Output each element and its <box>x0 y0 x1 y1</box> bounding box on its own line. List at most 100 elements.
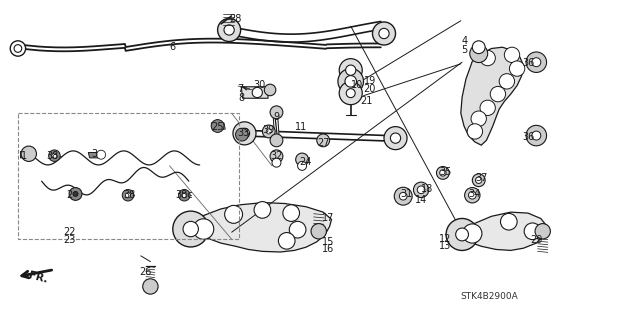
Text: 10: 10 <box>351 79 364 90</box>
Circle shape <box>532 131 541 140</box>
Circle shape <box>535 224 550 239</box>
Circle shape <box>446 219 478 250</box>
Text: 18: 18 <box>421 184 434 194</box>
Circle shape <box>218 19 241 41</box>
Text: 35: 35 <box>439 167 452 177</box>
Text: 36: 36 <box>522 131 534 142</box>
Circle shape <box>239 128 250 138</box>
Text: 38c: 38c <box>175 190 193 200</box>
Circle shape <box>532 58 541 67</box>
Text: 20: 20 <box>364 84 376 94</box>
Circle shape <box>379 28 389 39</box>
Circle shape <box>399 192 407 200</box>
Polygon shape <box>20 149 33 158</box>
Text: 14: 14 <box>415 195 428 205</box>
Circle shape <box>339 82 362 105</box>
Circle shape <box>183 221 198 237</box>
Text: 26: 26 <box>140 267 152 277</box>
Circle shape <box>73 191 78 197</box>
Circle shape <box>472 174 485 187</box>
Text: 31: 31 <box>400 189 413 199</box>
Polygon shape <box>189 203 332 252</box>
Circle shape <box>193 219 214 239</box>
Circle shape <box>509 61 525 76</box>
Circle shape <box>69 188 82 200</box>
Circle shape <box>339 59 362 82</box>
Text: 4: 4 <box>461 36 468 46</box>
Circle shape <box>480 100 495 115</box>
Circle shape <box>346 65 356 75</box>
Circle shape <box>270 150 283 163</box>
Circle shape <box>182 193 187 198</box>
Circle shape <box>526 52 547 72</box>
Text: 13: 13 <box>439 241 452 251</box>
Circle shape <box>143 279 158 294</box>
Circle shape <box>97 150 106 159</box>
Polygon shape <box>461 47 524 145</box>
Circle shape <box>440 170 446 176</box>
Polygon shape <box>454 212 547 250</box>
Circle shape <box>346 89 355 98</box>
Circle shape <box>480 50 495 66</box>
Circle shape <box>311 224 326 239</box>
Text: 38: 38 <box>123 190 136 200</box>
Text: 39: 39 <box>262 125 275 135</box>
Circle shape <box>211 120 224 132</box>
Text: 17: 17 <box>321 212 334 223</box>
Circle shape <box>262 125 275 138</box>
Circle shape <box>224 25 234 35</box>
Text: 11: 11 <box>294 122 307 132</box>
Text: 37: 37 <box>475 173 488 183</box>
Circle shape <box>465 188 480 203</box>
Text: 12: 12 <box>439 234 452 244</box>
Circle shape <box>270 134 283 147</box>
Circle shape <box>289 221 306 238</box>
Circle shape <box>417 186 425 194</box>
Text: 27: 27 <box>317 138 330 148</box>
Text: 7: 7 <box>237 84 243 94</box>
Circle shape <box>52 153 57 158</box>
Circle shape <box>296 153 308 166</box>
Circle shape <box>125 193 131 198</box>
Text: 25: 25 <box>211 122 224 132</box>
Circle shape <box>317 134 330 147</box>
Circle shape <box>254 202 271 218</box>
Circle shape <box>266 129 271 134</box>
Circle shape <box>345 76 356 87</box>
Circle shape <box>49 150 60 161</box>
Circle shape <box>468 191 476 199</box>
Circle shape <box>283 205 300 221</box>
Text: 28: 28 <box>229 13 242 24</box>
Polygon shape <box>241 87 268 98</box>
Circle shape <box>236 128 248 141</box>
Circle shape <box>10 41 26 56</box>
Circle shape <box>272 158 281 167</box>
Circle shape <box>456 228 468 241</box>
Circle shape <box>524 223 541 240</box>
Circle shape <box>173 211 209 247</box>
Polygon shape <box>211 123 225 130</box>
Circle shape <box>14 45 22 52</box>
Circle shape <box>472 41 485 54</box>
Circle shape <box>338 69 364 94</box>
Text: 8: 8 <box>239 93 245 103</box>
Circle shape <box>390 133 401 143</box>
Circle shape <box>463 224 482 243</box>
Circle shape <box>526 125 547 146</box>
Text: 15: 15 <box>321 237 334 247</box>
Bar <box>18 113 239 239</box>
Text: 22: 22 <box>63 227 76 237</box>
Text: 16: 16 <box>321 244 334 255</box>
Text: 6: 6 <box>170 42 176 52</box>
Circle shape <box>471 111 486 126</box>
Circle shape <box>21 146 36 161</box>
Circle shape <box>476 177 482 183</box>
Text: FR.: FR. <box>28 270 49 285</box>
Circle shape <box>394 187 412 205</box>
Text: 23: 23 <box>63 235 76 245</box>
Circle shape <box>278 233 295 249</box>
Text: 19: 19 <box>364 76 376 86</box>
Text: 34: 34 <box>468 189 481 199</box>
Circle shape <box>490 86 506 102</box>
Text: STK4B2900A: STK4B2900A <box>461 292 518 300</box>
